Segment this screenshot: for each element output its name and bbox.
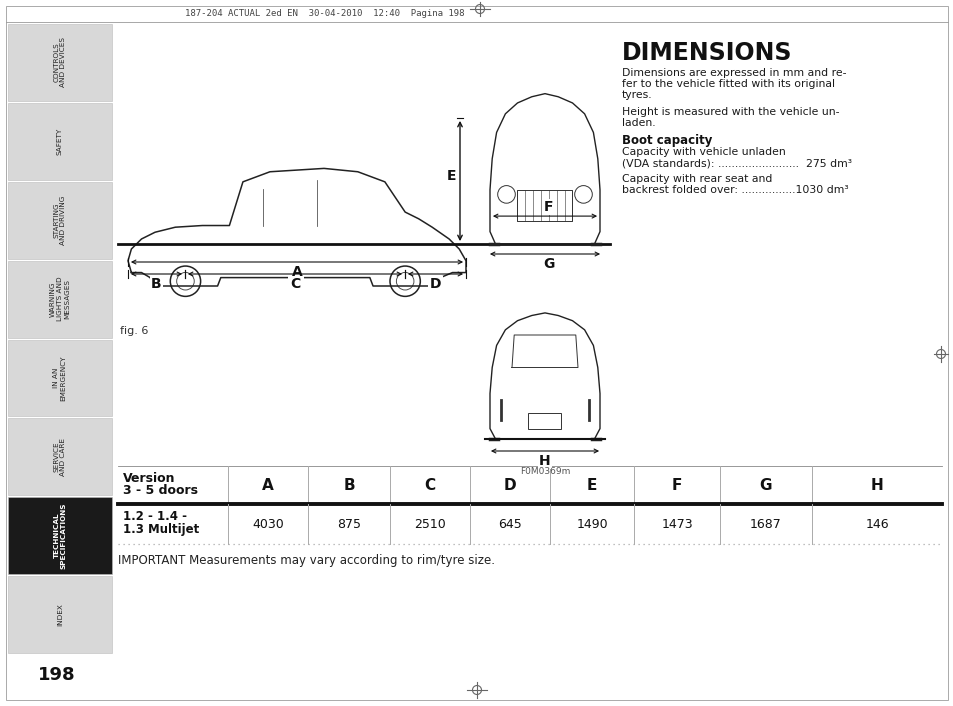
Text: Boot capacity: Boot capacity: [621, 134, 712, 147]
Text: 1.2 - 1.4 -: 1.2 - 1.4 -: [123, 510, 187, 523]
Text: Capacity with vehicle unladen: Capacity with vehicle unladen: [621, 147, 785, 157]
Text: Dimensions are expressed in mm and re-: Dimensions are expressed in mm and re-: [621, 68, 845, 78]
Text: 146: 146: [864, 517, 888, 530]
Text: IMPORTANT Measurements may vary according to rim/tyre size.: IMPORTANT Measurements may vary accordin…: [118, 554, 495, 567]
Text: E: E: [447, 169, 456, 183]
Text: 1473: 1473: [660, 517, 692, 530]
Text: G: G: [759, 477, 771, 493]
Text: TECHNICAL
SPECIFICATIONS: TECHNICAL SPECIFICATIONS: [53, 503, 67, 569]
Text: C: C: [424, 477, 436, 493]
Bar: [8, 576, 112, 653]
Text: C: C: [290, 277, 300, 291]
Bar: [517, 190, 572, 221]
Text: SERVICE
AND CARE: SERVICE AND CARE: [53, 438, 67, 476]
Text: CONTROLS
AND DEVICES: CONTROLS AND DEVICES: [53, 37, 67, 88]
Text: Height is measured with the vehicle un-: Height is measured with the vehicle un-: [621, 107, 839, 117]
Text: fig. 6: fig. 6: [120, 326, 149, 336]
Text: D: D: [503, 477, 516, 493]
Text: 2510: 2510: [414, 517, 445, 530]
Text: F: F: [543, 200, 553, 214]
Text: 1.3 Multijet: 1.3 Multijet: [123, 523, 199, 536]
Text: H: H: [538, 454, 550, 468]
Text: (VDA standards): ........................  275 dm³: (VDA standards): .......................…: [621, 158, 851, 168]
Text: D: D: [429, 277, 441, 291]
Text: 198: 198: [38, 666, 75, 684]
Text: SAFETY: SAFETY: [57, 128, 63, 155]
Text: A: A: [292, 265, 302, 279]
Text: Capacity with rear seat and: Capacity with rear seat and: [621, 174, 772, 184]
Bar: [8, 419, 112, 495]
Bar: [8, 497, 112, 574]
Text: 645: 645: [497, 517, 521, 530]
Text: E: E: [586, 477, 597, 493]
Text: laden.: laden.: [621, 118, 655, 128]
Bar: [8, 261, 112, 337]
Text: INDEX: INDEX: [57, 603, 63, 626]
Text: 875: 875: [336, 517, 360, 530]
Bar: [8, 181, 112, 258]
Text: fer to the vehicle fitted with its original: fer to the vehicle fitted with its origi…: [621, 79, 834, 89]
Bar: [528, 413, 561, 429]
Text: 187-204 ACTUAL 2ed EN  30-04-2010  12:40  Pagina 198: 187-204 ACTUAL 2ed EN 30-04-2010 12:40 P…: [185, 9, 464, 18]
Text: IN AN
EMERGENCY: IN AN EMERGENCY: [53, 355, 67, 401]
Text: Version: Version: [123, 472, 175, 485]
Text: backrest folded over: ................1030 dm³: backrest folded over: ................10…: [621, 185, 848, 195]
Text: 3 - 5 doors: 3 - 5 doors: [123, 484, 198, 497]
Text: B: B: [151, 277, 162, 291]
Text: tyres.: tyres.: [621, 90, 652, 100]
Text: H: H: [870, 477, 882, 493]
Text: F: F: [671, 477, 681, 493]
Bar: [8, 103, 112, 180]
Text: A: A: [262, 477, 274, 493]
Text: 1490: 1490: [576, 517, 607, 530]
Text: STARTING
AND DRIVING: STARTING AND DRIVING: [53, 196, 67, 245]
Text: F0M0369m: F0M0369m: [519, 467, 570, 476]
Bar: [8, 340, 112, 417]
Text: DIMENSIONS: DIMENSIONS: [621, 41, 792, 65]
Text: 4030: 4030: [252, 517, 284, 530]
Bar: [8, 24, 112, 101]
Text: G: G: [543, 257, 554, 271]
Text: B: B: [343, 477, 355, 493]
Text: WARNING
LIGHTS AND
MESSAGES: WARNING LIGHTS AND MESSAGES: [50, 277, 70, 321]
Text: 1687: 1687: [749, 517, 781, 530]
